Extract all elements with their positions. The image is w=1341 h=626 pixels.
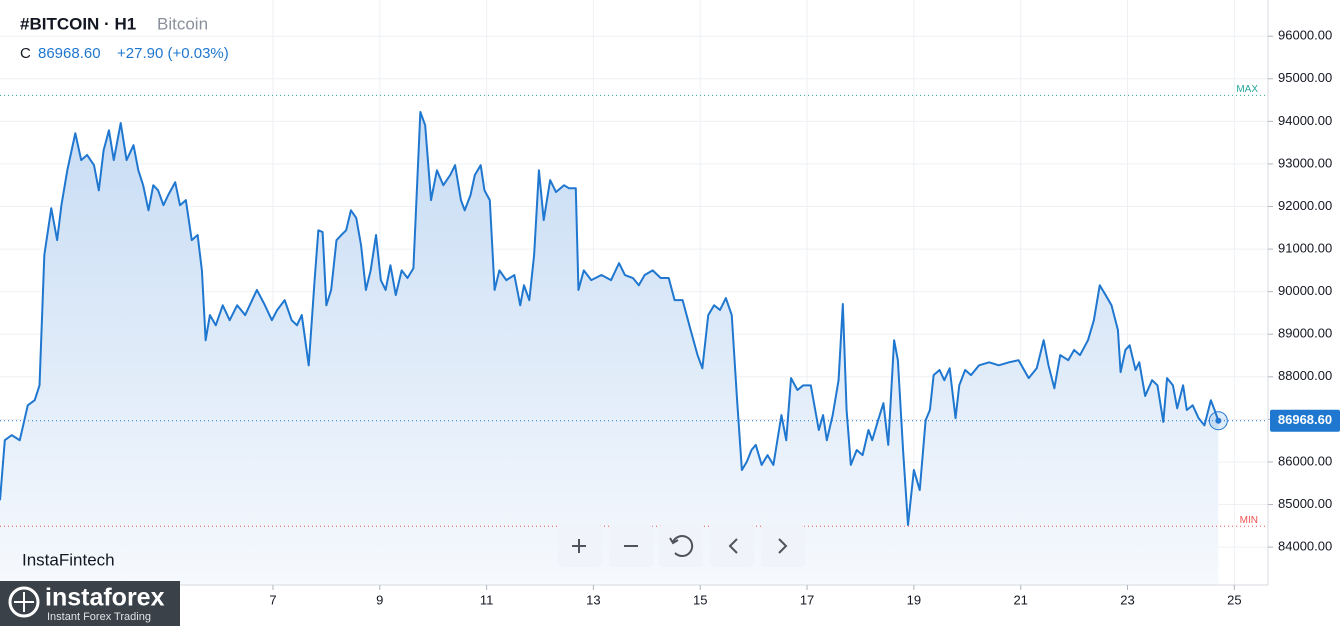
x-tick-label: 7 — [269, 592, 276, 607]
x-tick-label: 9 — [376, 592, 383, 607]
axes: 84000.0085000.0086000.0087000.0088000.00… — [269, 28, 1340, 607]
max-line-label: MAX — [1236, 84, 1258, 95]
fintech-brand: InstaFintech — [22, 550, 115, 569]
x-tick-label: 11 — [480, 592, 494, 607]
last-point — [1215, 417, 1222, 424]
close-label: C — [20, 45, 31, 62]
chart-title: #BITCOIN · H1 — [20, 14, 136, 33]
y-tick-label: 88000.00 — [1278, 368, 1332, 383]
x-tick-label: 19 — [907, 592, 921, 607]
area — [0, 111, 1219, 585]
y-tick-label: 86000.00 — [1278, 453, 1332, 468]
reset-icon — [672, 535, 694, 558]
logo-cross — [14, 592, 34, 612]
y-tick-label: 89000.00 — [1278, 326, 1332, 341]
x-tick-label: 25 — [1227, 592, 1241, 607]
scroll-left-button[interactable] — [710, 525, 754, 567]
y-tick-label: 93000.00 — [1278, 155, 1332, 170]
change: +27.90 (+0.03%) — [117, 45, 229, 62]
y-tick-label: 90000.00 — [1278, 283, 1332, 298]
x-tick-label: 13 — [586, 592, 600, 607]
y-tick-label: 96000.00 — [1278, 28, 1332, 43]
min-line-label: MIN — [1240, 515, 1258, 526]
right-icon — [778, 538, 788, 554]
x-tick-label: 23 — [1120, 592, 1134, 607]
x-tick-label: 15 — [693, 592, 707, 607]
last-price-label: 86968.60 — [1278, 412, 1332, 427]
zoom-controls — [558, 525, 805, 567]
logo-tagline: Instant Forex Trading — [47, 611, 151, 623]
y-tick-label: 94000.00 — [1278, 113, 1332, 128]
price-line — [0, 110, 1220, 526]
plot — [0, 94, 1268, 585]
x-tick-label: 17 — [800, 592, 814, 607]
y-tick-label: 91000.00 — [1278, 241, 1332, 256]
reset-arrow — [669, 537, 679, 545]
plus-icon — [572, 539, 586, 553]
y-tick-label: 95000.00 — [1278, 70, 1332, 85]
close-value: 86968.60 — [38, 45, 101, 62]
y-tick-label: 92000.00 — [1278, 198, 1332, 213]
logo-name: instaforex — [45, 584, 165, 612]
y-tick-label: 84000.00 — [1278, 539, 1332, 554]
logo-icon — [8, 586, 40, 618]
left-icon — [728, 538, 738, 554]
scroll-right-button[interactable] — [761, 525, 805, 567]
series-name: Bitcoin — [157, 14, 208, 33]
x-tick-label: 21 — [1013, 592, 1027, 607]
reset-button[interactable] — [659, 525, 703, 567]
y-tick-label: 85000.00 — [1278, 496, 1332, 511]
last-price-badge — [1270, 409, 1340, 432]
